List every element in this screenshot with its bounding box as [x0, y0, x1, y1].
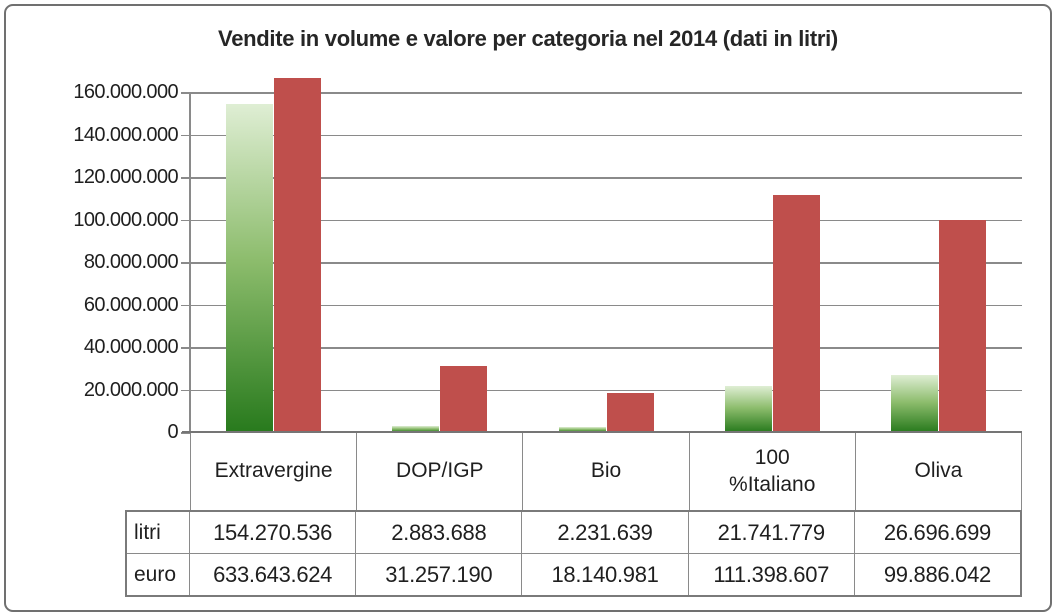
table-cell-litri-oliva: 26.696.699 [883, 519, 991, 545]
gridline [190, 134, 1022, 136]
table-row-euro: euro 633.643.624 31.257.190 18.140.981 111.3… [127, 554, 1020, 595]
bar-euro-oliva [939, 219, 987, 432]
table-row-litri: litri 154.270.536 2.883.688 2.231.639 21.741… [127, 512, 1020, 554]
row-label-litri: litri [127, 512, 190, 553]
gridline [190, 262, 1022, 264]
data-table: litri 154.270.536 2.883.688 2.231.639 21.741… [125, 510, 1022, 597]
gridline [190, 389, 1022, 391]
y-axis-tick [181, 219, 190, 221]
y-axis-tick-label: 40.000.000 [83, 336, 179, 358]
row-label-euro: euro [127, 554, 190, 595]
table-cell-euro-oliva: 99.886.042 [883, 561, 991, 587]
table-cell-litri-bio: 2.231.639 [522, 512, 689, 553]
y-axis-tick-label: 20.000.000 [83, 378, 179, 401]
y-axis-tick-label: 120.000.000 [73, 166, 178, 188]
gridline [190, 92, 1022, 94]
y-axis-tick-label: 60.000.000 [83, 293, 179, 316]
category-label-extravergine: Extravergine [191, 433, 358, 510]
category-label-bio: Bio [523, 433, 690, 510]
y-axis-tick [181, 262, 190, 264]
category-label-oliva: Oliva [856, 433, 1021, 510]
table-cell-litri-100-italiano: 21.741.779 [689, 512, 855, 553]
bar-litri-100-italiano [724, 385, 772, 432]
y-axis-tick [181, 304, 190, 306]
table-cell-litri-extravergine: 154.270.536 [190, 512, 357, 553]
bar-litri-extravergine [225, 104, 273, 432]
bar-litri-dop-igp [392, 425, 440, 432]
table-cell-euro-100-italiano: 111.398.607 [689, 554, 855, 595]
category-label-line: 100 [754, 446, 790, 470]
gridline [190, 219, 1022, 221]
category-label-line: Bio [590, 459, 622, 483]
bar-litri-oliva [891, 375, 939, 432]
y-axis-tick [181, 389, 190, 391]
y-axis-tick-label: 140.000.000 [73, 123, 178, 146]
y-axis-tick-label: 0 [167, 421, 178, 443]
y-axis-tick-label: 160.000.000 [73, 81, 178, 103]
category-label-line: Extravergine [214, 459, 333, 483]
table-cell-euro-dop-igp: 31.257.190 [356, 554, 523, 595]
y-axis-line [189, 92, 191, 433]
category-label-line: Oliva [914, 459, 963, 483]
y-axis-tick-label: 100.000.000 [73, 208, 178, 231]
y-axis-tick-label: 80.000.000 [83, 251, 179, 273]
category-label-line: DOP/IGP [396, 459, 484, 483]
gridline [190, 177, 1022, 179]
gridline [190, 304, 1022, 306]
bar-euro-100-italiano [772, 195, 820, 432]
y-axis-tick [181, 134, 190, 136]
category-axis: Extravergine DOP/IGP Bio 100 %Italiano Oliva [190, 433, 1022, 510]
bar-litri-bio [558, 427, 606, 432]
category-label-line: %Italiano [729, 472, 816, 496]
bar-euro-extravergine [273, 78, 321, 432]
chart-title: Vendite in volume e valore per categoria… [218, 26, 838, 51]
table-cell-euro-bio: 18.140.981 [522, 554, 689, 595]
gridline [190, 347, 1022, 349]
table-cell-euro-extravergine: 633.643.624 [190, 554, 357, 595]
y-axis-tick [181, 177, 190, 179]
table-cell-litri-dop-igp: 2.883.688 [356, 512, 523, 553]
category-label-100-italiano: 100 %Italiano [690, 433, 856, 510]
y-axis-tick [181, 92, 190, 94]
bar-euro-bio [606, 393, 654, 432]
y-axis-tick [181, 347, 190, 349]
x-axis-line [182, 431, 1022, 433]
category-label-dop-igp: DOP/IGP [357, 433, 524, 510]
plot-area [190, 78, 1022, 432]
bar-euro-dop-igp [440, 365, 488, 432]
